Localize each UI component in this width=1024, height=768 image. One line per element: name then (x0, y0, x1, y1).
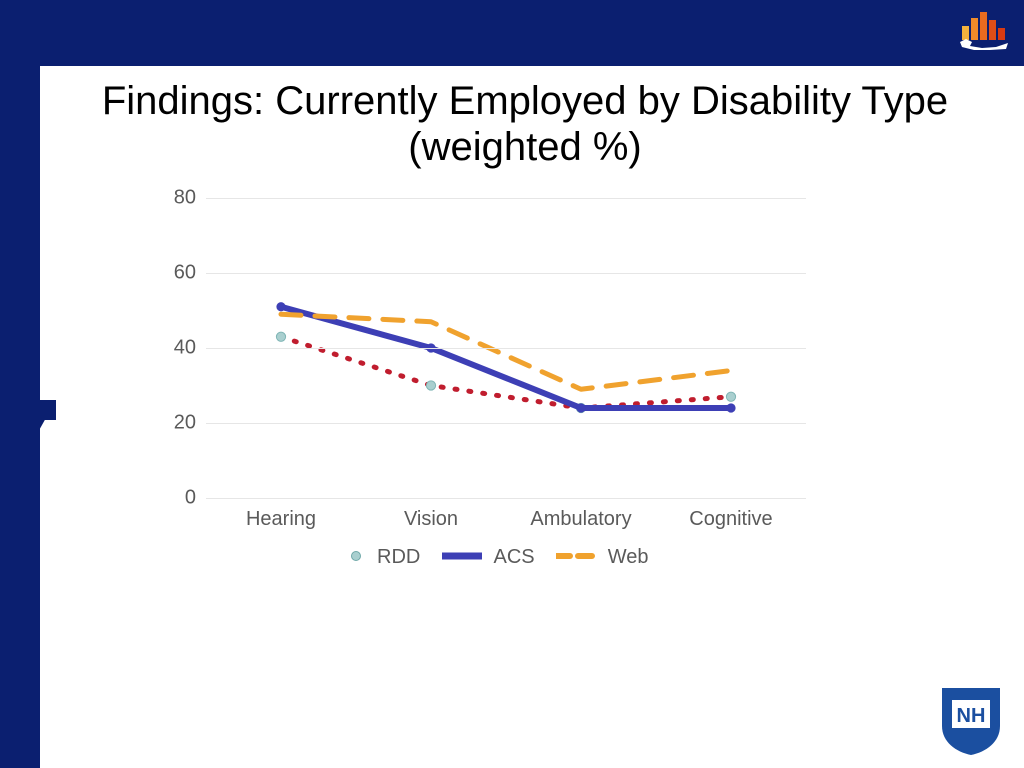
legend-label-rdd: RDD (377, 546, 420, 569)
y-tick-label: 60 (150, 262, 196, 285)
grid-line (206, 498, 806, 499)
series-marker-rdd (276, 332, 285, 341)
legend-marker-acs-icon (442, 546, 482, 569)
series-marker-rdd (726, 392, 735, 401)
left-bar (0, 0, 40, 768)
grid-line (206, 273, 806, 274)
slide-title: Findings: Currently Employed by Disabili… (40, 78, 1010, 170)
y-tick-label: 0 (150, 487, 196, 510)
series-marker-acs (576, 403, 585, 412)
series-marker-rdd (426, 381, 435, 390)
bar-chart-us-logo-icon (956, 6, 1012, 50)
legend-label-web: Web (608, 546, 649, 569)
series-marker-acs (276, 302, 285, 311)
left-wedge (0, 400, 56, 500)
slide: Findings: Currently Employed by Disabili… (0, 0, 1024, 768)
y-tick-label: 20 (150, 412, 196, 435)
x-tick-label: Hearing (246, 508, 316, 531)
plot-area (206, 198, 806, 498)
y-tick-label: 40 (150, 337, 196, 360)
series-marker-acs (726, 403, 735, 412)
x-tick-label: Vision (404, 508, 458, 531)
x-tick-label: Cognitive (689, 508, 772, 531)
chart-legend: RDD ACS Web (206, 546, 806, 569)
line-chart: RDD ACS Web 020406080HearingVisionAmbula… (150, 198, 850, 578)
y-tick-label: 80 (150, 187, 196, 210)
grid-line (206, 348, 806, 349)
grid-line (206, 423, 806, 424)
legend-marker-web-icon (556, 546, 596, 569)
x-tick-label: Ambulatory (530, 508, 631, 531)
grid-line (206, 198, 806, 199)
header-bar (0, 0, 1024, 66)
nh-shield-logo-icon: NH (940, 686, 1002, 756)
legend-label-acs: ACS (494, 546, 535, 569)
legend-marker-rdd-icon (347, 546, 365, 569)
logo-text: NH (957, 705, 986, 727)
